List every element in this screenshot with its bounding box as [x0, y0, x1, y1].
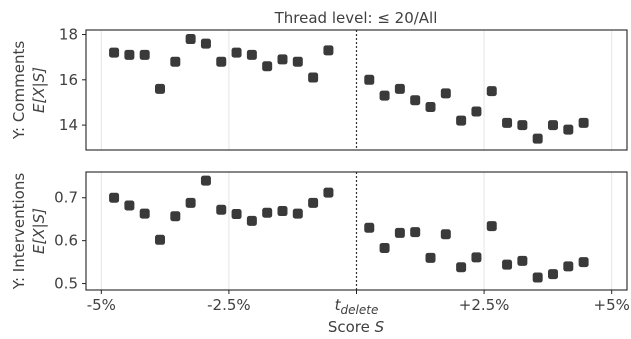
data-point — [262, 61, 273, 72]
y-tick-label: 18 — [59, 26, 78, 44]
panel-frame — [85, 29, 628, 151]
x-axis-label: Score S — [328, 318, 385, 336]
data-point — [532, 133, 543, 144]
x-tick-label-subscript: delete — [341, 303, 379, 317]
data-point — [471, 106, 482, 117]
data-point — [547, 120, 558, 131]
data-point — [124, 49, 135, 60]
data-point — [563, 124, 574, 135]
y-tick-label: 0.6 — [54, 232, 78, 250]
data-point — [308, 72, 319, 83]
panel-1: 14 16 18 Y: Comments E[X|S] — [10, 26, 628, 151]
data-point — [517, 120, 528, 131]
data-point — [578, 257, 589, 268]
data-point — [547, 269, 558, 280]
data-point — [502, 117, 513, 128]
y-axis-label-line1: Y: Interventions — [10, 173, 28, 291]
data-point — [139, 208, 150, 219]
data-point — [216, 204, 227, 215]
data-point — [578, 117, 589, 128]
data-point — [532, 272, 543, 283]
data-point — [200, 38, 211, 49]
data-point — [139, 49, 150, 60]
data-point — [292, 208, 303, 219]
data-point — [323, 45, 334, 56]
y-axis-label: Y: Interventions E[X|S] — [10, 173, 48, 291]
data-point — [185, 34, 196, 45]
data-point — [379, 90, 390, 101]
data-point — [440, 88, 451, 99]
y-axis-label-line1: Y: Comments — [10, 41, 28, 140]
data-point — [394, 83, 405, 94]
data-point — [425, 252, 436, 263]
data-point — [410, 95, 421, 106]
data-point — [277, 54, 288, 65]
x-tick-label-base: t — [335, 296, 342, 314]
data-point — [155, 83, 166, 94]
data-point — [308, 197, 319, 208]
data-point — [410, 227, 421, 238]
y-tick-label: 0.5 — [54, 275, 78, 293]
x-axis-label-word: Score — [328, 318, 375, 336]
x-axis-label-symbol: S — [375, 318, 385, 336]
data-point — [170, 56, 181, 67]
data-point — [231, 47, 242, 58]
x-tick-label: -5% — [87, 296, 116, 314]
data-point — [246, 49, 257, 60]
data-point — [246, 215, 257, 226]
data-point — [394, 227, 405, 238]
data-point — [216, 56, 227, 67]
chart-title: Thread level: ≤ 20/All — [274, 9, 438, 27]
x-tick-label: -2.5% — [207, 296, 251, 314]
data-point — [364, 74, 375, 85]
data-point — [471, 252, 482, 263]
data-point — [517, 255, 528, 266]
x-tick-label: +5% — [594, 296, 630, 314]
data-point — [379, 242, 390, 253]
data-point — [155, 234, 166, 245]
y-axis-label-line2: E[X|S] — [30, 67, 48, 113]
y-tick-label: 14 — [59, 116, 78, 134]
data-point — [109, 47, 120, 58]
data-point — [425, 101, 436, 112]
data-point — [563, 261, 574, 272]
data-point — [200, 175, 211, 186]
data-point — [292, 56, 303, 67]
data-point — [502, 259, 513, 270]
data-point — [231, 209, 242, 220]
data-point — [486, 221, 497, 232]
data-point — [486, 86, 497, 97]
y-tick-label: 0.7 — [54, 189, 78, 207]
y-axis-label: Y: Comments E[X|S] — [10, 41, 48, 140]
data-point — [277, 206, 288, 217]
data-point — [364, 222, 375, 233]
data-point — [170, 211, 181, 222]
data-point — [185, 197, 196, 208]
data-point — [262, 207, 273, 218]
data-point — [323, 187, 334, 198]
x-tick-label: +2.5% — [459, 296, 510, 314]
data-point — [456, 115, 467, 126]
data-point — [124, 200, 135, 211]
x-tick-label: tdelete — [335, 296, 379, 317]
y-tick-label: 16 — [59, 71, 78, 89]
y-axis-label-line2: E[X|S] — [30, 208, 48, 254]
data-point — [456, 262, 467, 273]
data-point — [440, 229, 451, 240]
data-point — [109, 192, 120, 203]
panel-2: 0.5 0.6 0.7 Y: Interventions E[X|S] — [10, 171, 628, 293]
